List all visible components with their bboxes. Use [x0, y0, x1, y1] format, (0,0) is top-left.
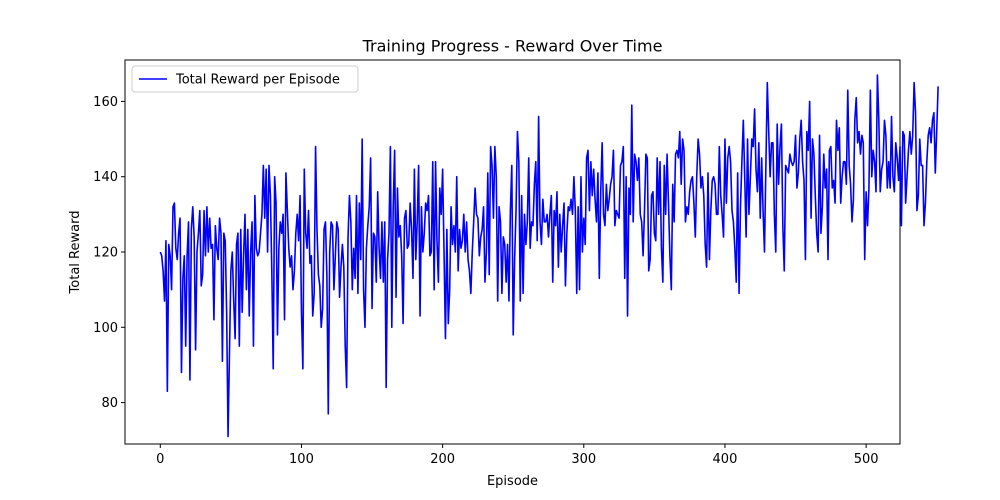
x-axis: 0 100 200 300 400 500 [156, 444, 879, 467]
y-axis: 80 100 120 140 160 [93, 95, 125, 411]
y-tick-label: 80 [101, 396, 118, 411]
y-tick-label: 120 [93, 246, 118, 261]
chart-title: Training Progress - Reward Over Time [362, 37, 663, 56]
legend: Total Reward per Episode [131, 65, 359, 93]
y-tick-label: 160 [93, 95, 118, 110]
legend-entry-total-reward: Total Reward per Episode [175, 73, 340, 88]
x-tick-label: 0 [156, 452, 164, 467]
x-tick-label: 500 [854, 452, 879, 467]
series-line-total-reward [159, 74, 939, 438]
x-axis-label: Episode [487, 474, 538, 489]
legend-box [131, 65, 359, 93]
x-tick-label: 400 [713, 452, 738, 467]
y-tick-label: 100 [93, 321, 118, 336]
y-axis-label: Total Reward [68, 211, 83, 295]
x-tick-label: 100 [289, 452, 314, 467]
x-tick-label: 200 [430, 452, 455, 467]
y-tick-label: 140 [93, 170, 118, 185]
x-tick-label: 300 [571, 452, 596, 467]
